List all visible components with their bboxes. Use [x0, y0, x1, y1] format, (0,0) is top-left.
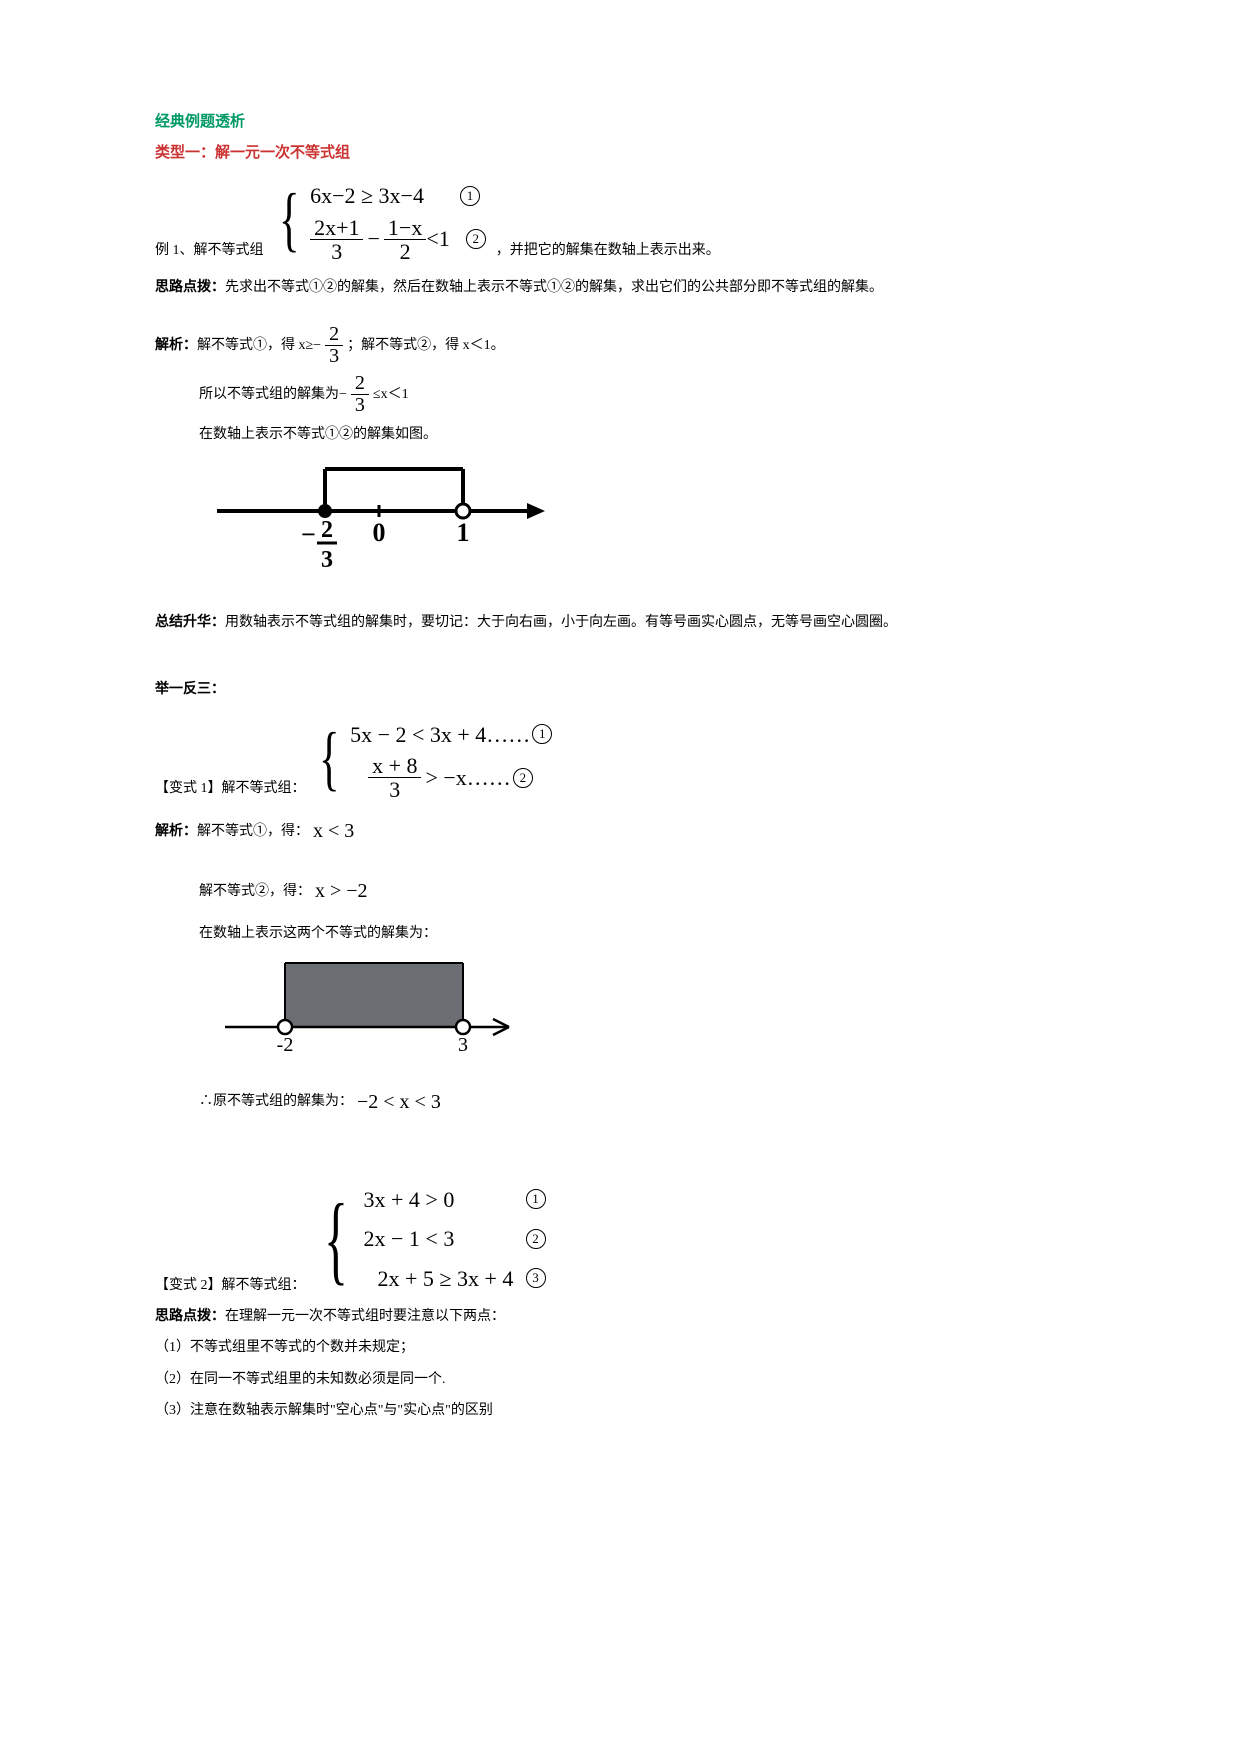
frac-2-3: 2 3: [325, 324, 343, 367]
ex1-prefix: 例 1、解不等式组: [155, 238, 264, 263]
think-text: 先求出不等式①②的解集，然后在数轴上表示不等式①②的解集，求出它们的公共部分即不…: [225, 280, 883, 295]
var2-pt3: （3）注意在数轴表示解集时"空心点"与"实心点"的区别: [155, 1398, 1085, 1423]
ex1-eq2-frac2: 1−x 2: [384, 216, 426, 263]
var1-step1-prefix: 解不等式①，得：: [197, 819, 309, 844]
var1-numberline: -2 3: [215, 953, 1085, 1068]
var2-system: { 3x + 4 > 0 1 2x − 1 < 3 2 2x + 5 ≥ 3x …: [312, 1180, 548, 1299]
analysis-a-prefix: 解不等式①，得 x≥−: [197, 333, 321, 358]
ex1-analysis-a: 解析： 解不等式①，得 x≥− 2 3 ；解不等式②，得 x＜1。: [155, 324, 1085, 367]
ex1-eq2-rhs: <1: [426, 219, 449, 259]
ex1-eq2-frac1: 2x+1 3: [310, 216, 363, 263]
var1-result: ∴原不等式组的解集为： −2 < x < 3: [155, 1084, 1085, 1120]
svg-text:3: 3: [321, 547, 333, 573]
circled-1: 1: [532, 724, 552, 744]
var1-prefix: 【变式 1】解不等式组：: [155, 776, 306, 801]
minus: −: [363, 219, 383, 259]
ex1-eq1: 6x−2 ≥ 3x−4: [310, 176, 424, 216]
frac-2-3b: 2 3: [351, 373, 369, 416]
circled-1: 1: [526, 1189, 546, 1209]
analysis-label: 解析：: [155, 819, 197, 844]
ex1-thinking: 思路点拨：先求出不等式①②的解集，然后在数轴上表示不等式①②的解集，求出它们的公…: [155, 275, 1085, 300]
var1-eq1: 5x − 2 < 3x + 4……: [350, 715, 530, 755]
yysf-label: 举一反三：: [155, 677, 1085, 702]
circled-2: 2: [513, 768, 533, 788]
svg-text:−: −: [301, 520, 316, 549]
var2-pt2: （2）在同一不等式组里的未知数必须是同一个.: [155, 1367, 1085, 1392]
section-title: 经典例题透析: [155, 110, 1085, 131]
type-title: 类型一：解一元一次不等式组: [155, 141, 1085, 162]
var1-result-prefix: ∴原不等式组的解集为：: [199, 1089, 353, 1114]
circled-2: 2: [526, 1229, 546, 1249]
var1-step2-math: x > −2: [311, 873, 372, 909]
summary-text: 用数轴表示不等式组的解集时，要切记：大于向右画，小于向左画。有等号画实心圆点，无…: [225, 615, 897, 630]
var2-prefix: 【变式 2】解不等式组：: [155, 1273, 306, 1298]
var2-statement: 【变式 2】解不等式组： { 3x + 4 > 0 1 2x − 1 < 3 2…: [155, 1180, 1085, 1299]
think-label: 思路点拨：: [155, 1309, 225, 1324]
think-label: 思路点拨：: [155, 280, 225, 295]
svg-text:1: 1: [457, 518, 470, 547]
var2-eq1: 3x + 4 > 0: [364, 1180, 524, 1220]
ex1-analysis-c: 在数轴上表示不等式①②的解集如图。: [155, 422, 1085, 447]
circled-1: 1: [460, 186, 480, 206]
left-brace: {: [278, 194, 299, 244]
circled-3: 3: [526, 1268, 546, 1288]
var1-eq2-rhs: > −x……: [421, 758, 510, 798]
analysis-label: 解析：: [155, 333, 197, 358]
var1-statement: 【变式 1】解不等式组： { 5x − 2 < 3x + 4…… 1 x + 8…: [155, 715, 1085, 802]
ex1-numberline: 0 1 − 2 3: [211, 455, 1085, 590]
circled-2: 2: [466, 229, 486, 249]
analysis-b-suffix: ≤x＜1: [373, 382, 409, 407]
var2-eq3: 2x + 5 ≥ 3x + 4: [378, 1259, 524, 1299]
left-brace: {: [318, 733, 339, 783]
ex1-system: { 6x−2 ≥ 3x−4 1 2x+1 3 − 1−x: [272, 176, 488, 263]
svg-text:3: 3: [458, 1034, 468, 1056]
var1-step2-prefix: 解不等式②，得：: [199, 879, 311, 904]
var1-step1: 解析： 解不等式①，得： x < 3: [155, 813, 1085, 849]
analysis-b-prefix: 所以不等式组的解集为−: [199, 382, 347, 407]
summary-label: 总结升华：: [155, 615, 225, 630]
var1-eq2-frac: x + 8 3: [368, 754, 421, 801]
svg-text:0: 0: [373, 518, 386, 547]
var1-step3: 在数轴上表示这两个不等式的解集为：: [155, 921, 1085, 946]
svg-text:-2: -2: [277, 1034, 294, 1056]
var2-eq2: 2x − 1 < 3: [364, 1219, 524, 1259]
var2-thinking: 思路点拨：在理解一元一次不等式组时要注意以下两点：: [155, 1304, 1085, 1329]
var1-system: { 5x − 2 < 3x + 4…… 1 x + 8 3 > −x…… 2: [312, 715, 555, 802]
left-brace: {: [324, 1204, 348, 1274]
ex1-analysis-b: 所以不等式组的解集为− 2 3 ≤x＜1: [155, 373, 1085, 416]
analysis-a-mid: ；解不等式②，得 x＜1。: [347, 333, 505, 358]
think-text: 在理解一元一次不等式组时要注意以下两点：: [225, 1309, 505, 1324]
ex1-suffix: ，并把它的解集在数轴上表示出来。: [496, 238, 720, 263]
example1-statement: 例 1、解不等式组 { 6x−2 ≥ 3x−4 1 2x+1 3 −: [155, 176, 1085, 263]
var1-step2: 解不等式②，得： x > −2: [155, 873, 1085, 909]
var1-step1-math: x < 3: [309, 813, 358, 849]
var2-pt1: （1）不等式组里不等式的个数并未规定；: [155, 1335, 1085, 1360]
ex1-summary: 总结升华：用数轴表示不等式组的解集时，要切记：大于向右画，小于向左画。有等号画实…: [155, 610, 1085, 635]
var1-result-math: −2 < x < 3: [353, 1084, 445, 1120]
svg-text:2: 2: [321, 517, 333, 543]
